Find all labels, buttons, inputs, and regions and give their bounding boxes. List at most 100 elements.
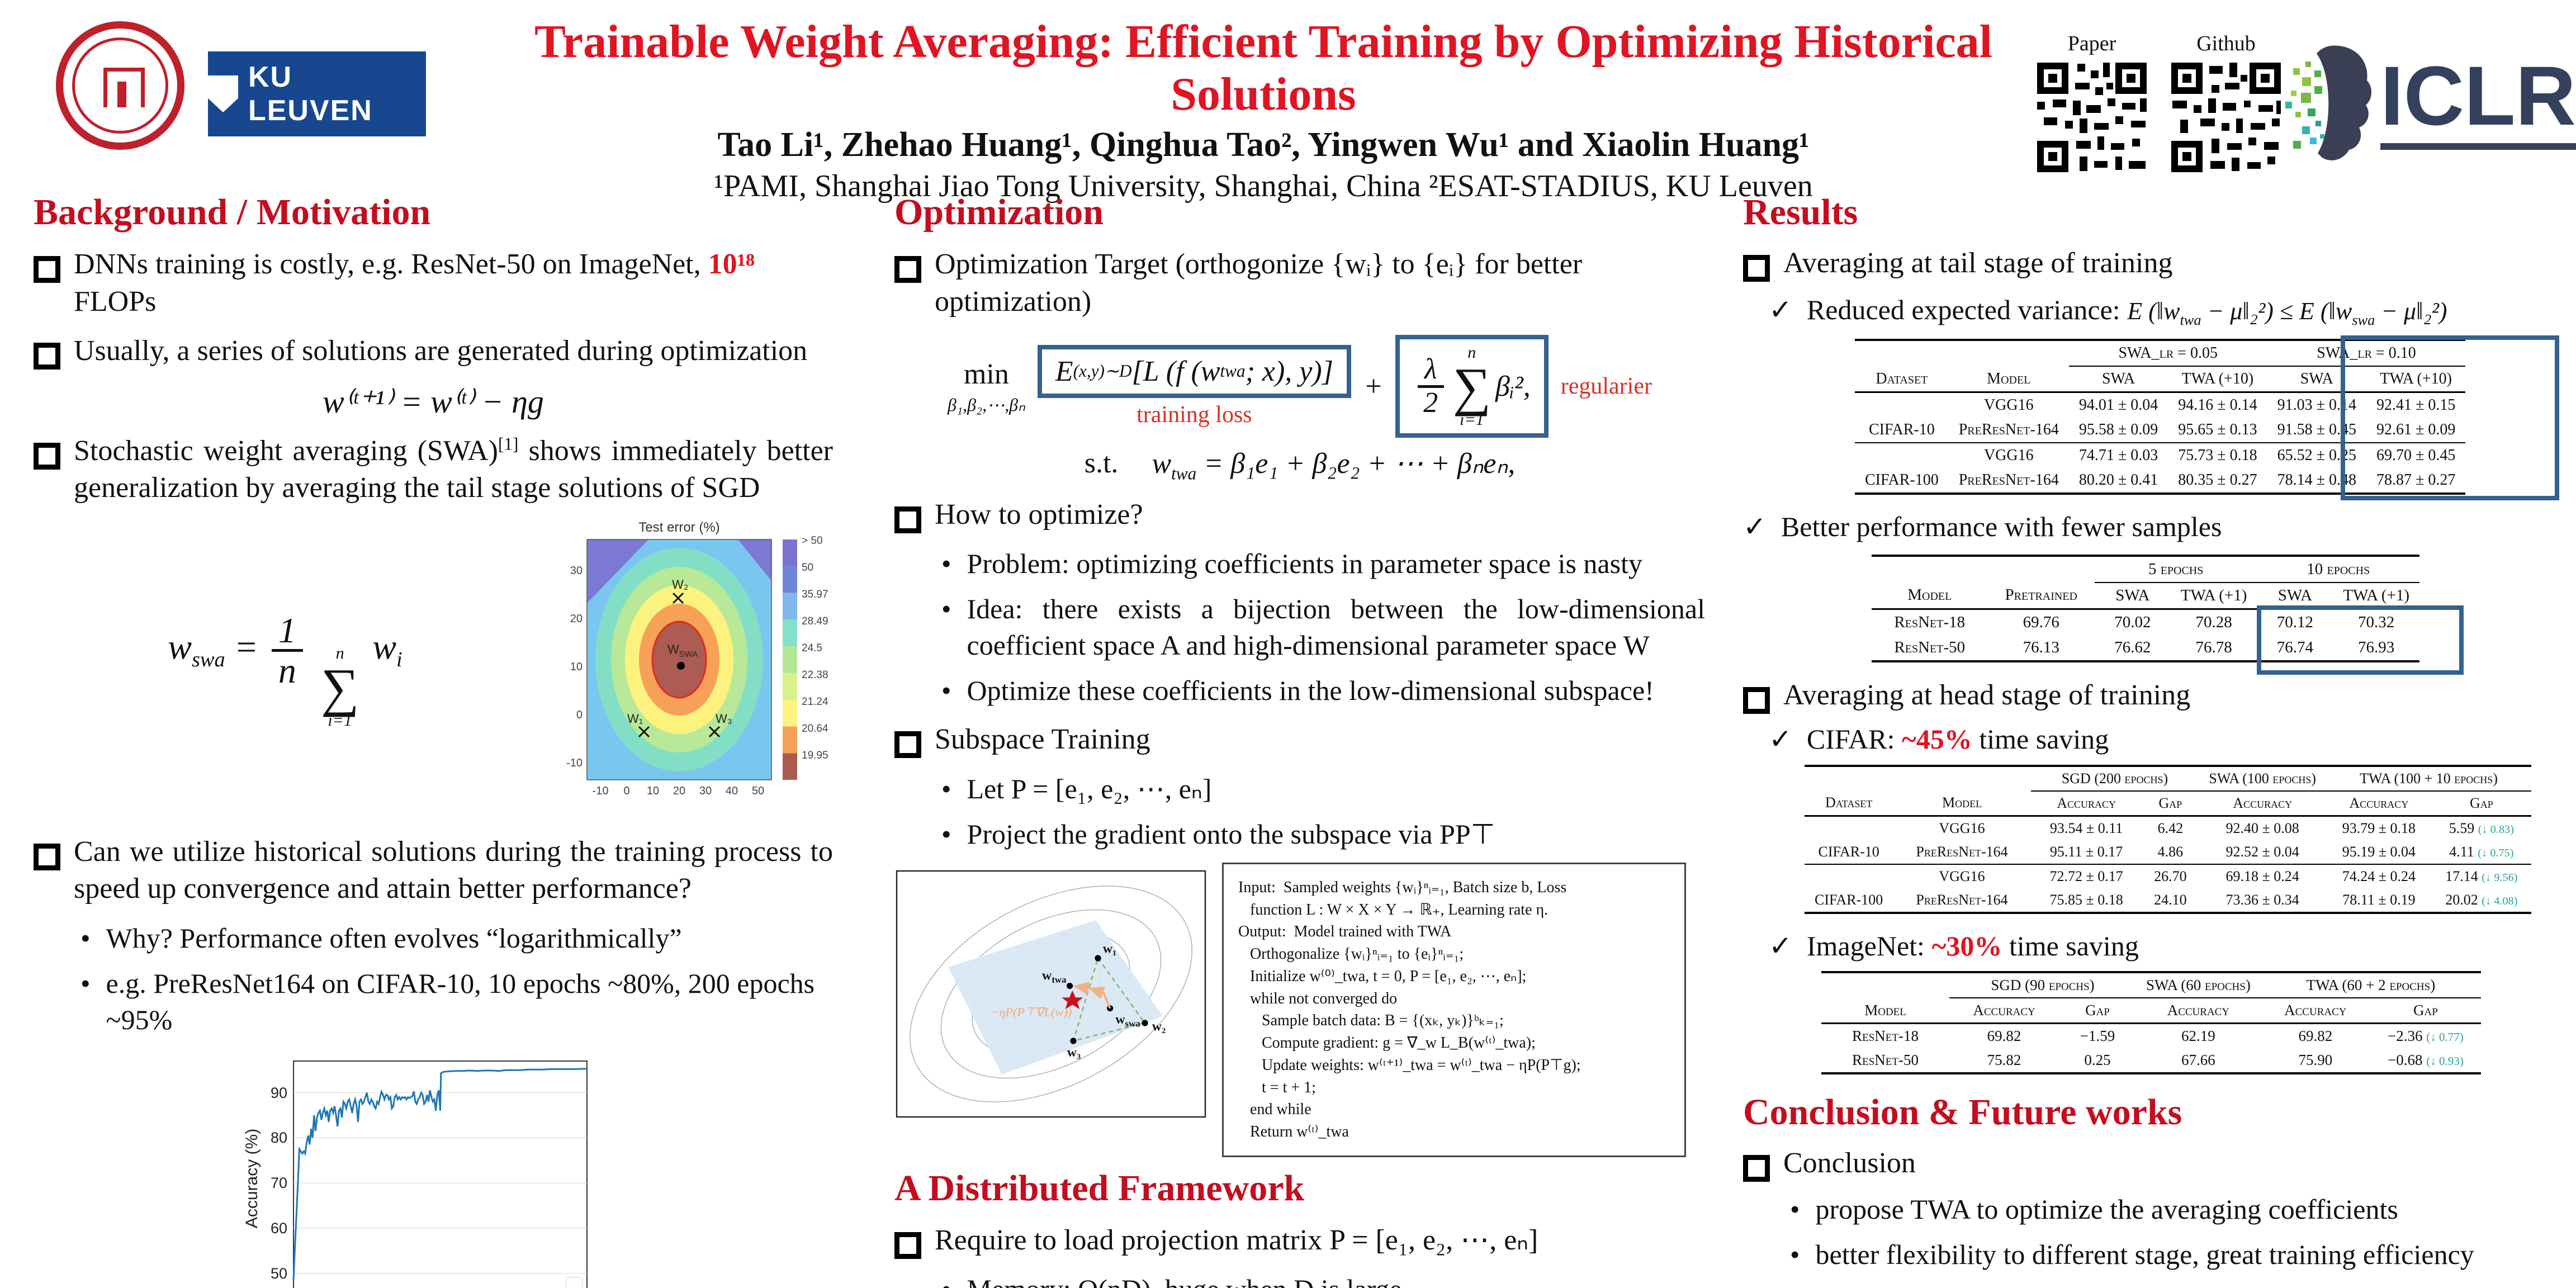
accuracy-plot: 50 60 70 80 90 0 25 50 75 100 125 150 17… <box>243 1060 588 1288</box>
background-item-2: Usually, a series of solutions are gener… <box>34 333 833 370</box>
table-row: VGG16 94.01 ± 0.04 94.16 ± 0.14 91.03 ± 0.1… <box>1983 396 2456 414</box>
affiliations: ¹PAMI, Shanghai Jiao Tong University, Sh… <box>714 169 1813 204</box>
subspace-training-item: Subspace Training <box>894 721 1705 759</box>
svg-text:W₃: W₃ <box>716 712 732 726</box>
authors: Tao Li¹, Zhehao Huang¹, Qinghua Tao², Yi… <box>717 126 1810 164</box>
test-error-contour-plot: Test error (%) <box>566 520 828 797</box>
svg-text:WSWA: WSWA <box>667 642 698 659</box>
svg-text:10: 10 <box>570 661 583 673</box>
qr-github: Github <box>2167 31 2285 179</box>
table-row: VGG16 93.54 ± 0.11 6.42 92.40 ± 0.08 93.79 ±… <box>1939 820 2514 836</box>
svg-text:0: 0 <box>576 709 583 721</box>
optimization-heading: Optimization <box>894 192 1104 233</box>
table-row: CIFAR-10 PreResNet-164 95.11 ± 0.17 4.86 92.… <box>1818 843 2514 860</box>
table-row: VGG16 72.72 ± 0.17 26.70 69.18 ± 0.24 74.24 … <box>1805 863 2531 888</box>
qr-paper-label: Paper <box>2067 32 2116 55</box>
table-tail-stage: SWA_lr = 0.05 SWA_lr = 0.10 Dataset Model S… <box>1855 335 2559 501</box>
cifar-saving-highlight: ~45% <box>1901 723 1972 755</box>
cifar-saving-line: ✓ CIFAR: ~45% time saving <box>1769 722 2554 757</box>
checkbox-icon <box>34 843 60 870</box>
table-row: CIFAR-100 PreResNet-164 80.20 ± 0.41 80.35 … <box>1855 468 2466 495</box>
poster-title: Trainable Weight Averaging: Efficient Tr… <box>534 16 1992 121</box>
background-item-1: DNNs training is costly, e.g. ResNet-50 … <box>34 246 833 320</box>
checkbox-icon <box>894 731 921 759</box>
left-column: Background / Motivation DNNs training is… <box>34 188 833 1288</box>
kuleuven-shield-icon <box>208 75 238 112</box>
distributed-bullet-1a: •Memory: O(nD), huge when D is large <box>941 1271 1705 1288</box>
flops-highlight: 10¹⁸ <box>708 248 755 280</box>
checkbox-icon <box>894 256 921 283</box>
sjtu-seal-logo <box>56 21 184 150</box>
constraint-line: s.t. wtwa = β₁e₁ + β₂e₂ + ⋯ + βₙeₙ, <box>1084 447 1516 484</box>
subspace-bullet-1: • Let P = [e₁, e₂, ⋯, eₙ] <box>941 773 1212 804</box>
results-table-4: SGD (90 epochs) SWA (60 epochs) TWA (60 + … <box>1821 971 2481 1075</box>
table-row: VGG16 74.71 ± 0.03 75.73 ± 0.18 65.52 ± 0.2… <box>1855 442 2466 468</box>
svg-text:> 50: > 50 <box>802 535 823 547</box>
table-row: ResNet-50 76.13 76.62 76.78 76.74 76.93 <box>1872 634 2419 662</box>
iclr-underline <box>2380 143 2576 150</box>
fewer-samples-line: ✓ Better performance with fewer samples <box>1743 509 2554 544</box>
question-item: Can we utilize historical solutions duri… <box>34 834 833 908</box>
table-row: ResNet-18 69.76 70.02 70.28 70.12 70.32 <box>1894 613 2395 631</box>
svg-text:wswa: wswa <box>1115 1012 1140 1029</box>
projected-gradient-label: −ηP(P⊤∇L(w)) <box>991 1005 1072 1019</box>
contour-colorbar: > 50 50 35.97 28.49 24.5 22.38 21.24 20.… <box>783 535 828 780</box>
regularizer-label: regularier <box>1560 373 1652 400</box>
how-to-optimize: How to optimize? <box>894 496 1705 534</box>
variance-line: ✓ Reduced expected variance: E (‖wtwa − … <box>1769 292 2554 329</box>
svg-text:W₂: W₂ <box>672 577 688 591</box>
qr-paper: Paper <box>2033 31 2151 179</box>
table-cifar-saving: SGD (200 epochs) SWA (100 epochs) TWA (100… <box>1805 764 2554 914</box>
check-icon: ✓ <box>1743 511 1767 543</box>
svg-text:50: 50 <box>271 1265 287 1282</box>
results-table-1: SWA_lr = 0.05 SWA_lr = 0.10 Dataset Model S… <box>1855 339 2466 495</box>
how-bullet-2: • Idea: there exists a bijection between … <box>941 593 1705 661</box>
svg-text:wtwa: wtwa <box>1042 968 1067 985</box>
how-bullet-1: • Problem: optimizing coefficients in par… <box>941 548 1642 580</box>
sgd-update-formula: w⁽ᵗ⁺¹⁾ = w⁽ᵗ⁾ − ηg <box>323 383 544 420</box>
svg-text:-10: -10 <box>566 757 583 769</box>
right-column: Results Averaging at tail stage of train… <box>1743 188 2559 1288</box>
table-row: CIFAR-100 PreResNet-164 75.85 ± 0.18 24.10 7… <box>1805 888 2531 914</box>
table-row: CIFAR-10 PreResNet-164 95.58 ± 0.09 95.65 ±… <box>1869 421 2456 439</box>
svg-text:30: 30 <box>570 565 583 577</box>
svg-text:30: 30 <box>699 785 712 797</box>
table-imagenet-saving: SGD (90 epochs) SWA (60 epochs) TWA (60 + … <box>1821 971 2554 1075</box>
svg-text:Test error (%): Test error (%) <box>638 520 719 535</box>
how-bullet-3: • Optimize these coefficients in the low-… <box>941 675 1654 707</box>
checkbox-icon <box>1743 255 1770 282</box>
svg-text:35.97: 35.97 <box>802 589 828 600</box>
checkbox-icon <box>34 256 60 283</box>
training-loss-label: training loss <box>1137 401 1252 428</box>
check-icon: ✓ <box>1769 723 1792 755</box>
kuleuven-logo-text: KU LEUVEN <box>248 61 373 127</box>
checkbox-icon <box>1743 686 1770 714</box>
svg-text:W₁: W₁ <box>627 712 643 726</box>
optimization-target-formula: min β₁,β₂,⋯,βₙ E (x,y)∼D [L (f (w twa; x),… <box>894 335 1705 438</box>
table-row: ResNet-18 69.82 −1.59 62.19 69.82 −2.36 (↓ 0.… <box>1852 1027 2464 1045</box>
conclusion-item: Conclusion <box>1743 1145 2554 1182</box>
svg-text:w₂: w₂ <box>1152 1019 1166 1034</box>
checkbox-icon <box>894 1232 921 1259</box>
training-loss-box: E (x,y)∼D [L (f (w twa; x), y)] <box>1037 344 1351 398</box>
tail-stage-item: Averaging at tail stage of training <box>1743 245 2554 282</box>
accuracy-series <box>292 1068 588 1280</box>
distributed-heading: A Distributed Framework <box>894 1167 1305 1209</box>
kuleuven-logo: KU LEUVEN <box>208 51 426 136</box>
conclusion-bullet-3: •A distributed training scheme for large… <box>1790 1282 2554 1288</box>
subspace-figure-row: w₁ w₂ w₃ wswa wtwa −ηP(P⊤∇L(w)) Input: S… <box>894 862 1705 1157</box>
check-icon: ✓ <box>1769 930 1792 962</box>
iclr-logo: ICLR <box>2380 54 2576 150</box>
results-heading: Results <box>1743 192 1858 233</box>
iclr-face-logo <box>2285 39 2380 171</box>
svg-text:21.24: 21.24 <box>802 696 828 708</box>
head-stage-item: Averaging at head stage of training <box>1743 677 2554 714</box>
background-item-3: Stochastic weight averaging (SWA)[1] sho… <box>34 433 833 507</box>
svg-text:70: 70 <box>271 1175 287 1191</box>
imagenet-saving-highlight: ~30% <box>1931 930 2002 962</box>
svg-text:50: 50 <box>752 785 764 797</box>
svg-text:40: 40 <box>726 785 738 797</box>
